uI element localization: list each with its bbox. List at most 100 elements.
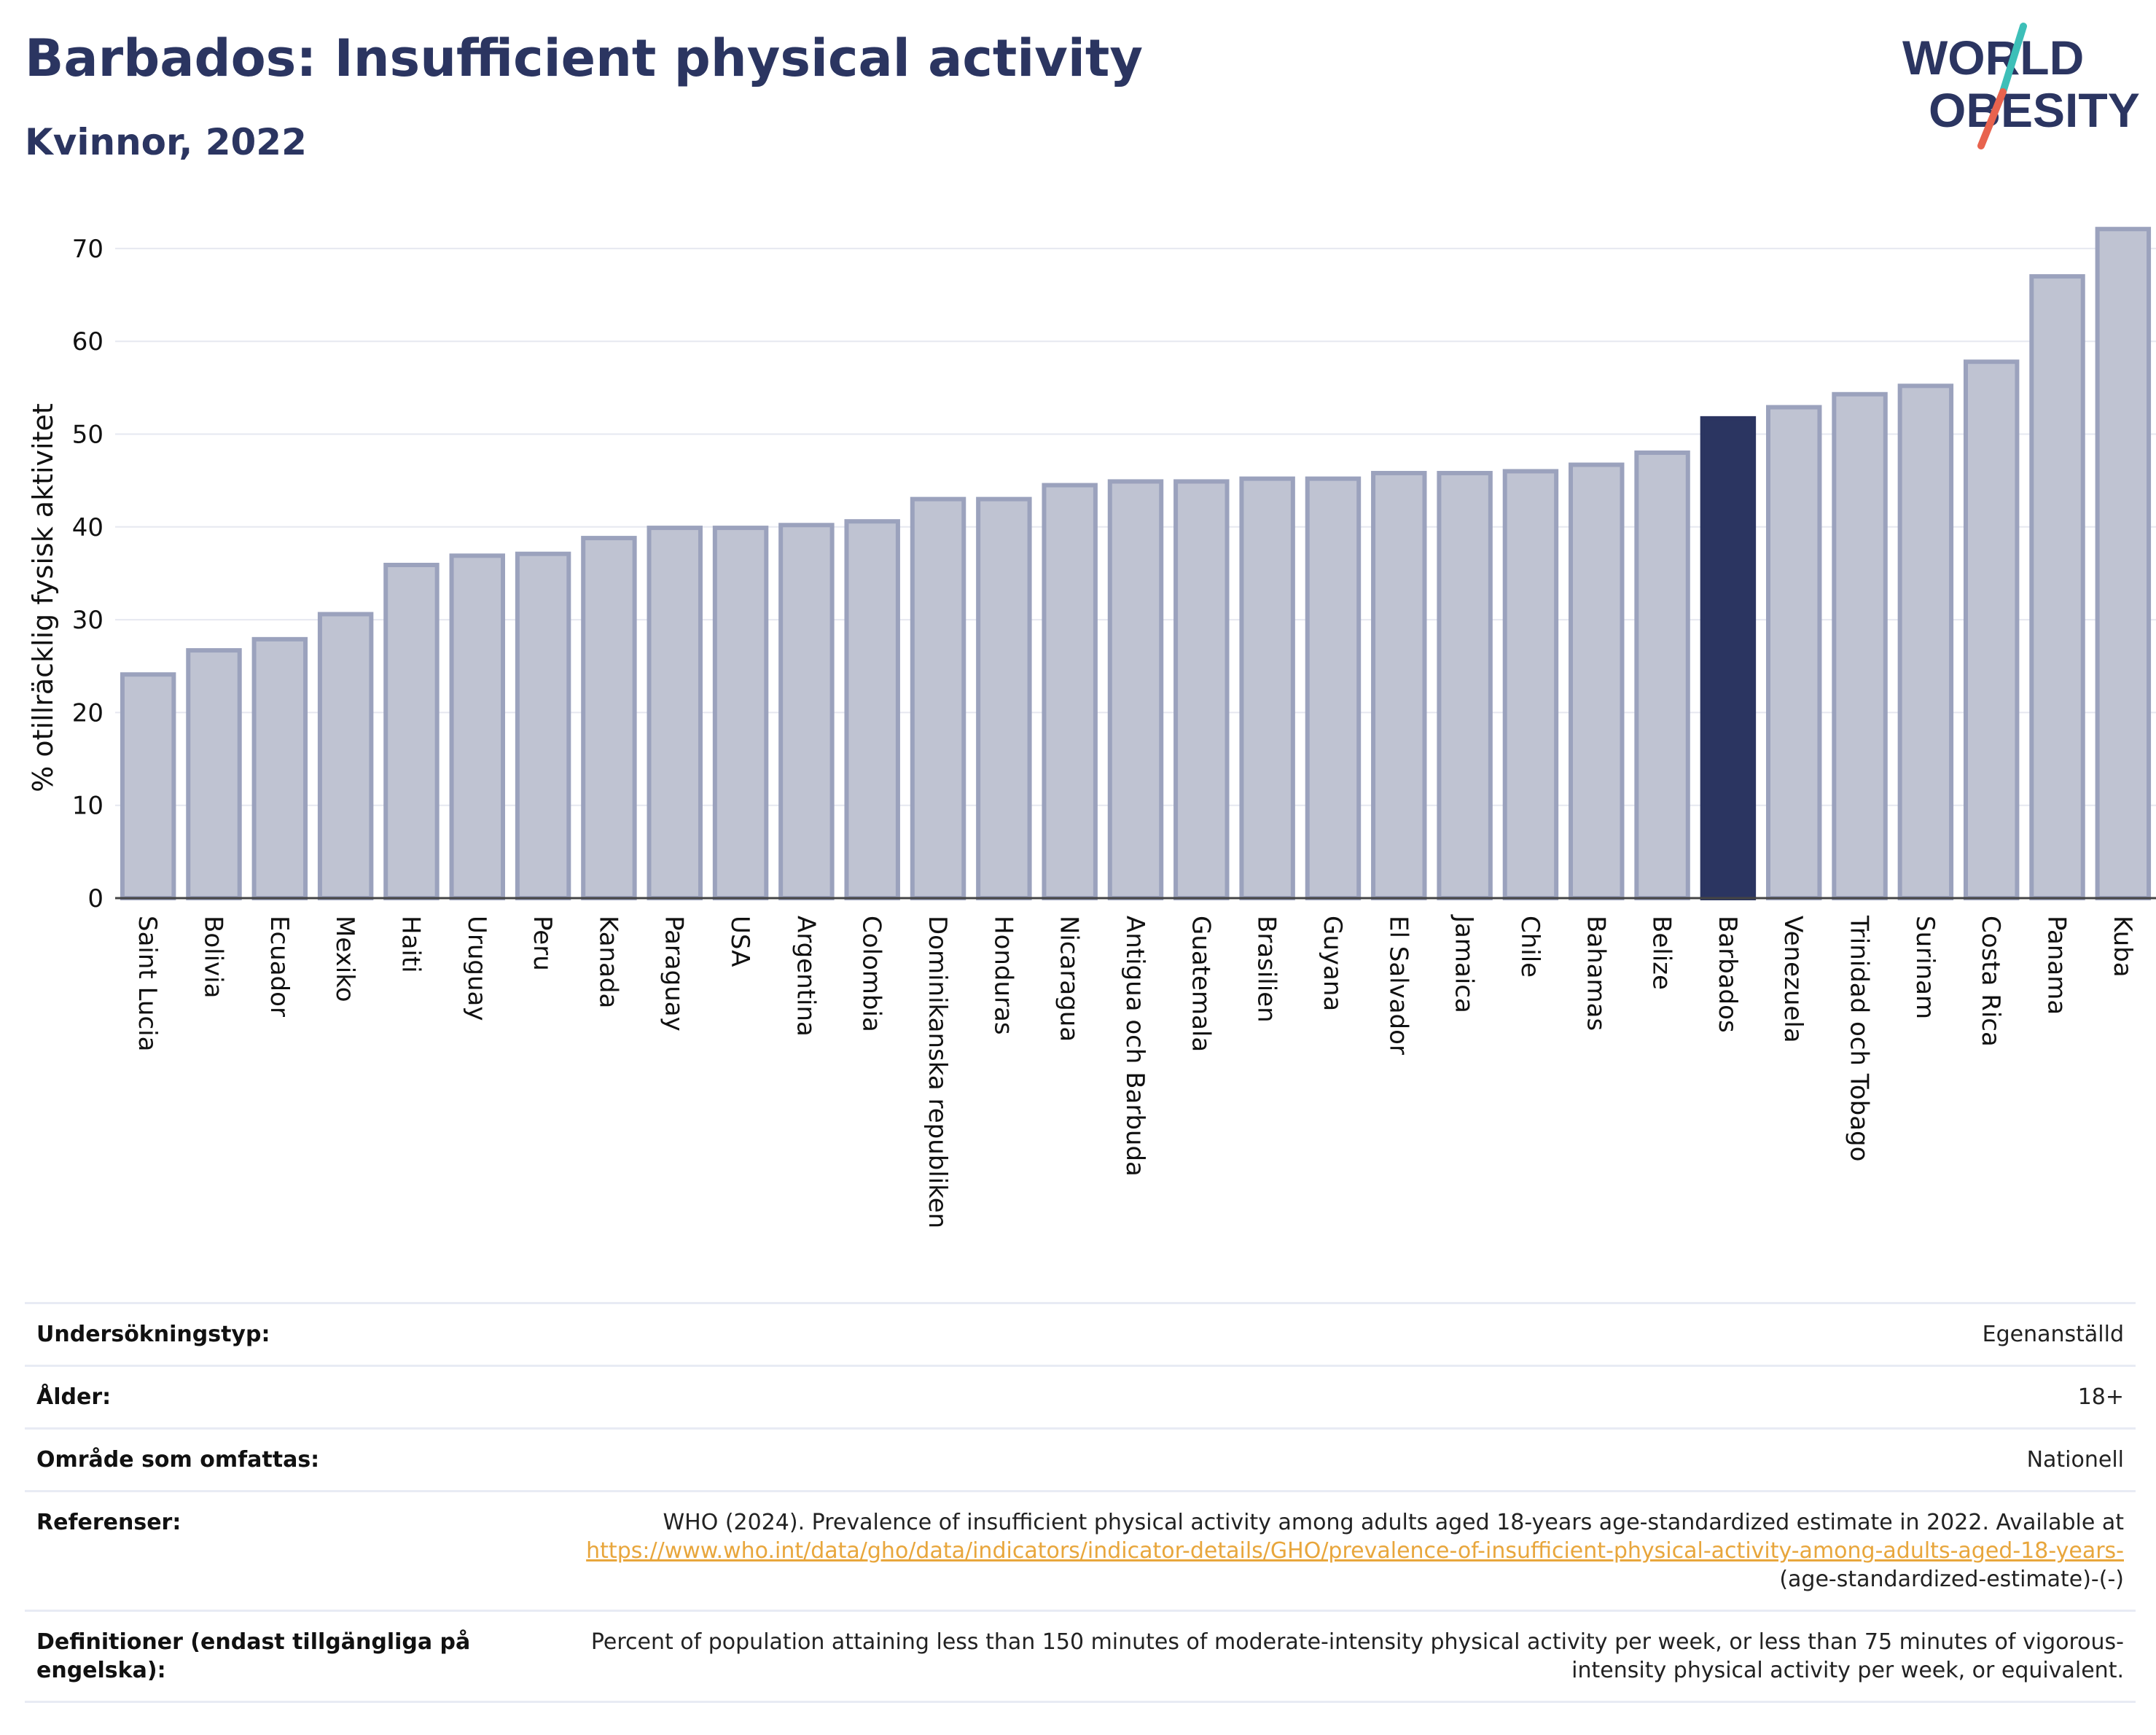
y-tick-label: 20 xyxy=(72,698,103,728)
y-tick-label: 0 xyxy=(87,884,103,913)
references-label: Referenser: xyxy=(36,1510,181,1535)
bar-honduras xyxy=(976,496,1032,900)
bars xyxy=(120,227,2152,901)
x-tick-label: Nicaragua xyxy=(1055,916,1084,1042)
x-tick-label: Saint Lucia xyxy=(133,916,162,1051)
y-tick-label: 30 xyxy=(72,606,103,635)
x-tick-label: Colombia xyxy=(857,916,886,1032)
x-tick-label: Costa Rica xyxy=(1976,916,2005,1047)
x-tick-label: Guyana xyxy=(1318,916,1347,1011)
x-tick-label: Trinidad och Tobago xyxy=(1845,915,1874,1161)
logo-slash-red xyxy=(1977,88,2007,149)
world-obesity-logo: WORLD OBESITY xyxy=(1902,23,2140,149)
logo-text-world: WORLD xyxy=(1902,31,2084,85)
x-tick-label: Belize xyxy=(1647,916,1676,990)
coverage-label: Område som omfattas: xyxy=(36,1447,320,1473)
y-tick-labels: 0 10 20 30 40 50 60 70 xyxy=(72,235,103,913)
bar-costa-rica xyxy=(1963,359,2020,900)
bar-argentina xyxy=(778,523,835,900)
x-tick-label: Guatemala xyxy=(1186,916,1215,1052)
references-row: Referenser: WHO (2024). Prevalence of in… xyxy=(25,1490,2136,1610)
x-tick-label: Dominikanska republiken xyxy=(923,916,952,1228)
bar-guyana xyxy=(1305,476,1362,900)
age-row: Ålder: 18+ xyxy=(25,1365,2136,1427)
bar-saint-lucia xyxy=(120,672,176,900)
y-axis-label: % otillräcklig fysisk aktivitet xyxy=(27,403,59,792)
bar-colombia xyxy=(844,519,900,900)
coverage-row: Område som omfattas: Nationell xyxy=(25,1427,2136,1490)
x-tick-label: Haiti xyxy=(396,916,425,973)
bar-mexiko xyxy=(317,612,374,900)
x-tick-label: Honduras xyxy=(988,916,1018,1035)
references-suffix: (age-standardized-estimate)-(-) xyxy=(1779,1567,2124,1592)
bar-guatemala xyxy=(1173,479,1230,901)
bar-venezuela xyxy=(1766,405,1822,900)
x-tick-label: Venezuela xyxy=(1778,916,1808,1043)
bar-kanada xyxy=(581,536,637,900)
bar-bahamas xyxy=(1569,462,1625,900)
x-tick-label: Ecuador xyxy=(265,916,294,1017)
x-tick-label: El Salvador xyxy=(1383,916,1413,1055)
bar-jamaica xyxy=(1437,470,1493,900)
x-tick-label: Surinam xyxy=(1910,916,1940,1019)
x-tick-label: Bolivia xyxy=(198,916,227,998)
bar-antigua-och-barbuda xyxy=(1107,479,1164,901)
bar-dominikanska-republiken xyxy=(910,496,966,900)
bar-trinidad-och-tobago xyxy=(1832,391,1888,900)
y-tick-label: 70 xyxy=(72,235,103,264)
bar-chile xyxy=(1502,469,1559,900)
x-tick-label: Barbados xyxy=(1713,916,1742,1033)
references-text: WHO (2024). Prevalence of insufficient p… xyxy=(663,1510,2124,1535)
bar-uruguay xyxy=(449,553,506,900)
x-tick-label: Kanada xyxy=(593,916,622,1008)
x-tick-label: USA xyxy=(725,916,754,967)
definitions-value: Percent of population attaining less tha… xyxy=(590,1629,2124,1683)
x-tick-label: Kuba xyxy=(2108,916,2137,978)
x-tick-label: Panama xyxy=(2042,916,2071,1015)
x-tick-label: Paraguay xyxy=(660,916,689,1032)
page-subtitle: Kvinnor, 2022 xyxy=(25,121,307,163)
y-tick-label: 50 xyxy=(72,421,103,450)
x-tick-labels: Saint Lucia Bolivia Ecuador Mexiko Haiti Urug… xyxy=(133,914,2137,1228)
x-tick-label: Brasilien xyxy=(1252,916,1281,1023)
y-tick-label: 60 xyxy=(72,327,103,356)
logo-slash-teal xyxy=(1999,23,2027,95)
x-tick-label: Peru xyxy=(528,916,557,971)
info-table: Undersökningstyp: Egenanställd Ålder: 18… xyxy=(25,1302,2136,1703)
bar-peru xyxy=(515,551,571,900)
bar-ecuador xyxy=(251,636,308,900)
x-tick-label: Uruguay xyxy=(462,916,491,1021)
age-label: Ålder: xyxy=(36,1384,112,1410)
bar-bolivia xyxy=(186,648,242,900)
bar-belize xyxy=(1634,450,1690,900)
bar-nicaragua xyxy=(1042,483,1098,900)
bar-paraguay xyxy=(647,526,703,900)
bar-brasilien xyxy=(1239,476,1295,900)
x-tick-label: Bahamas xyxy=(1581,916,1610,1031)
x-tick-label: Chile xyxy=(1515,916,1544,978)
coverage-value: Nationell xyxy=(2026,1447,2124,1473)
references-value: WHO (2024). Prevalence of insufficient p… xyxy=(579,1508,2124,1594)
bar-surinam xyxy=(1897,383,1954,900)
survey-type-label: Undersökningstyp: xyxy=(36,1322,270,1347)
bar-chart: 0 10 20 30 40 50 60 70 Saint Lucia Bolivia Ecuado… xyxy=(27,227,2156,1228)
bar-haiti xyxy=(383,563,440,900)
definitions-label: Definitioner (endast tillgängliga på eng… xyxy=(36,1629,471,1683)
page-title: Barbados: Insufficient physical activity xyxy=(25,28,1143,88)
survey-type-value: Egenanställd xyxy=(1982,1322,2124,1347)
y-tick-label: 10 xyxy=(72,792,103,821)
x-tick-label: Jamaica xyxy=(1450,914,1479,1013)
y-tick-label: 40 xyxy=(72,513,103,542)
logo-text-obesity: OBESITY xyxy=(1929,83,2140,137)
references-link[interactable]: https://www.who.int/data/gho/data/indica… xyxy=(586,1538,2124,1564)
bar-el-salvador xyxy=(1371,470,1427,900)
definitions-row: Definitioner (endast tillgängliga på eng… xyxy=(25,1610,2136,1703)
bar-usa xyxy=(712,526,769,900)
x-tick-label: Mexiko xyxy=(330,916,359,1002)
x-tick-label: Antigua och Barbuda xyxy=(1120,916,1149,1177)
bar-panama xyxy=(2029,274,2085,901)
survey-type-row: Undersökningstyp: Egenanställd xyxy=(25,1302,2136,1365)
bar-kuba xyxy=(2095,227,2152,901)
x-tick-label: Argentina xyxy=(791,916,820,1037)
bar-barbados xyxy=(1700,416,1757,900)
